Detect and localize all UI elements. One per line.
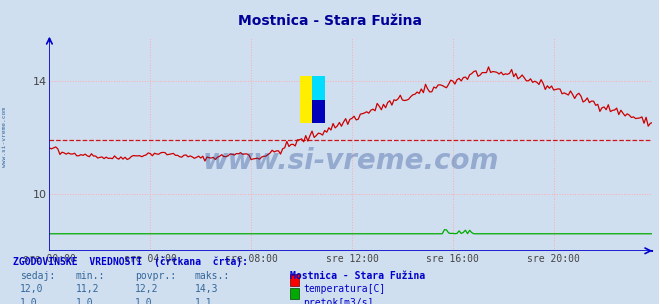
Text: 1,0: 1,0 bbox=[76, 298, 94, 304]
Text: 1,1: 1,1 bbox=[194, 298, 212, 304]
Text: www.si-vreme.com: www.si-vreme.com bbox=[2, 107, 7, 167]
Text: povpr.:: povpr.: bbox=[135, 271, 176, 281]
Bar bbox=[312, 76, 325, 100]
Text: sedaj:: sedaj: bbox=[20, 271, 55, 281]
Text: 11,2: 11,2 bbox=[76, 284, 100, 294]
Text: Mostnica - Stara Fužina: Mostnica - Stara Fužina bbox=[237, 14, 422, 28]
Text: Mostnica - Stara Fužina: Mostnica - Stara Fužina bbox=[290, 271, 425, 281]
Bar bbox=[300, 76, 312, 123]
Text: 1,0: 1,0 bbox=[135, 298, 153, 304]
Bar bbox=[312, 100, 325, 123]
Text: 12,0: 12,0 bbox=[20, 284, 43, 294]
Text: min.:: min.: bbox=[76, 271, 105, 281]
Text: pretok[m3/s]: pretok[m3/s] bbox=[303, 298, 374, 304]
Text: 12,2: 12,2 bbox=[135, 284, 159, 294]
Text: www.si-vreme.com: www.si-vreme.com bbox=[203, 147, 499, 175]
Text: ZGODOVINSKE  VREDNOSTI  (črtkana  črta):: ZGODOVINSKE VREDNOSTI (črtkana črta): bbox=[13, 257, 248, 268]
Text: temperatura[C]: temperatura[C] bbox=[303, 284, 386, 294]
Text: 14,3: 14,3 bbox=[194, 284, 218, 294]
Text: maks.:: maks.: bbox=[194, 271, 229, 281]
Text: 1,0: 1,0 bbox=[20, 298, 38, 304]
